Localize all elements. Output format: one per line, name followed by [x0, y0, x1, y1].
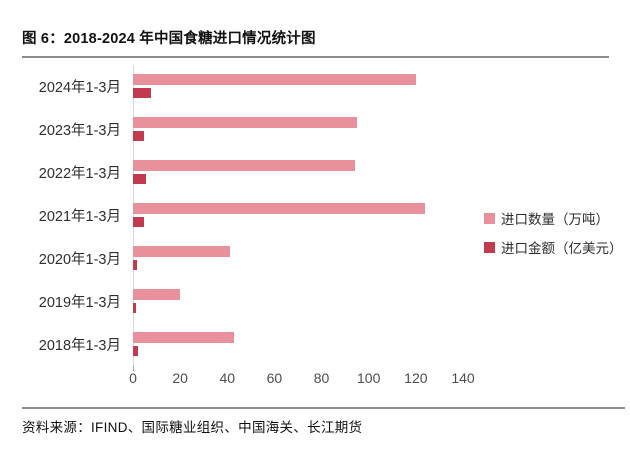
y-axis-label: 2021年1-3月	[38, 209, 121, 225]
bar-group-2022年1-3月	[133, 151, 485, 194]
amount-bar	[133, 346, 138, 356]
y-axis-label: 2022年1-3月	[38, 166, 121, 182]
amount-bar	[133, 217, 145, 227]
quantity-bar	[133, 203, 426, 214]
plot-area	[133, 65, 485, 366]
bar-group-2018年1-3月	[133, 323, 485, 366]
bar-group-2019年1-3月	[133, 280, 485, 323]
bottom-divider	[22, 407, 625, 409]
amount-bar	[133, 88, 152, 98]
x-axis-zero-tick	[133, 366, 134, 371]
quantity-bar	[133, 160, 355, 171]
amount-bar	[133, 131, 145, 141]
amount-bar	[133, 174, 146, 184]
bar-group-2023年1-3月	[133, 108, 485, 151]
quantity-bar	[133, 74, 416, 85]
bar-group-2021年1-3月	[133, 194, 485, 237]
amount-swatch-icon	[484, 241, 495, 253]
x-axis-ticks: 0 20 40 60 80 100 120 140	[129, 370, 493, 390]
quantity-bar	[133, 289, 181, 300]
x-axis-tick-label: 0	[129, 370, 137, 386]
bar-group-2024年1-3月	[133, 65, 485, 108]
quantity-bar	[133, 246, 230, 257]
x-axis-tick-label: 120	[404, 370, 428, 386]
bar-group-2020年1-3月	[133, 237, 485, 280]
top-divider	[22, 56, 609, 58]
y-axis-label: 2020年1-3月	[38, 252, 121, 268]
amount-bar	[133, 260, 137, 270]
x-axis-tick-label: 40	[219, 370, 236, 386]
legend-item-amount: 进口金额（亿美元）	[484, 237, 623, 257]
figure-title: 图 6：2018-2024 年中国食糖进口情况统计图	[22, 31, 316, 47]
y-axis-line	[133, 65, 134, 366]
bar-chart: 2024年1-3月 2023年1-3月 2022年1-3月 2021年1-3月 2020…	[0, 65, 630, 395]
chart-legend: 进口数量（万吨） 进口金额（亿美元）	[484, 208, 623, 257]
legend-label-quantity: 进口数量（万吨）	[501, 212, 609, 227]
y-axis-label: 2024年1-3月	[38, 80, 121, 96]
quantity-swatch-icon	[484, 212, 495, 224]
legend-item-quantity: 进口数量（万吨）	[484, 208, 623, 228]
quantity-bar	[133, 332, 235, 343]
x-axis-tick-label: 20	[172, 370, 188, 386]
amount-bar	[133, 303, 136, 313]
y-axis-label: 2019年1-3月	[38, 295, 121, 311]
y-axis-label: 2023年1-3月	[38, 123, 121, 139]
x-axis-tick-label: 140	[451, 370, 475, 386]
legend-label-amount: 进口金额（亿美元）	[501, 241, 623, 256]
x-axis-tick-label: 60	[266, 370, 283, 386]
x-axis-tick-label: 80	[313, 370, 330, 386]
x-axis-tick-label: 100	[357, 370, 381, 386]
quantity-bar	[133, 117, 357, 128]
y-axis-label: 2018年1-3月	[38, 338, 121, 354]
data-source-note: 资料来源：IFIND、国际糖业组织、中国海关、长江期货	[22, 420, 363, 435]
